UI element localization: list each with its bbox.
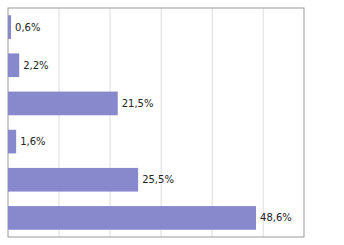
chart: 48,6% 25,5% 1,6% 21,5% 2,2% 0,6% xyxy=(0,0,344,245)
data-label: 25,5% xyxy=(142,174,174,185)
data-label: 21,5% xyxy=(122,98,154,109)
data-label: 1,6% xyxy=(20,136,45,147)
bar xyxy=(8,130,16,154)
bar xyxy=(8,92,118,116)
grid-line xyxy=(212,8,213,237)
bar xyxy=(8,206,256,230)
grid-line xyxy=(263,8,264,237)
plot-frame xyxy=(8,8,304,237)
grid-line xyxy=(110,8,111,237)
bar xyxy=(8,168,138,192)
bars xyxy=(8,15,256,229)
bar xyxy=(8,53,19,77)
data-label: 2,2% xyxy=(23,60,48,71)
data-label: 48,6% xyxy=(260,212,292,223)
grid-line xyxy=(161,8,162,237)
grid-line xyxy=(59,8,60,237)
bar xyxy=(8,15,11,39)
data-label: 0,6% xyxy=(15,22,40,33)
